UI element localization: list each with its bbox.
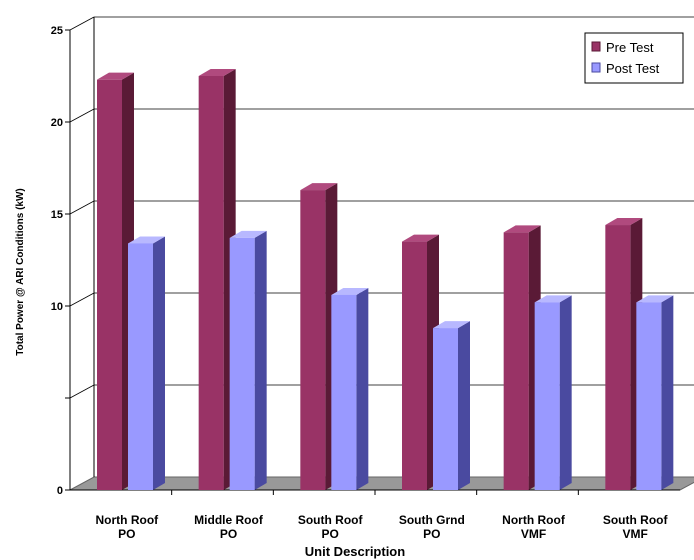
x-tick-label: North Roof — [502, 513, 566, 527]
bar-post-test — [433, 328, 458, 490]
chart-gridlines — [69, 16, 694, 399]
bar-post-test-side — [661, 295, 674, 490]
chart-bars — [97, 69, 674, 491]
y-axis-title: Total Power @ ARI Conditions (kW) — [15, 188, 26, 356]
x-tick-label: PO — [118, 527, 135, 541]
bar-post-test — [331, 294, 357, 490]
bar-pre-test-top — [198, 69, 236, 76]
gridline-side — [69, 384, 95, 399]
legend-box — [584, 32, 684, 84]
x-tick-label: VMF — [622, 527, 647, 541]
bar-pre-test — [97, 79, 122, 491]
x-tick-label: South Roof — [298, 513, 364, 527]
y-tick-label: 0 — [57, 485, 63, 497]
legend-label-pre-test: Pre Test — [606, 40, 654, 55]
bar-pre-test-top — [605, 218, 643, 226]
y-tick-label: 25 — [51, 25, 63, 37]
bar-pre-test — [402, 241, 427, 490]
bar-post-test-top — [636, 295, 674, 303]
bar-post-test-side — [458, 321, 470, 490]
bar-pre-test — [605, 225, 631, 491]
gridline-side — [69, 200, 95, 215]
bar-post-test — [128, 243, 153, 490]
bar-post-test-top — [229, 230, 267, 238]
bar-pre-test-top — [97, 72, 134, 80]
bar-post-test-top — [433, 321, 470, 329]
legend-swatch-pre-test — [591, 41, 601, 52]
y-tick-labels: 0 10 15 20 25 — [51, 25, 63, 497]
bar-pre-test-top — [300, 183, 338, 191]
bar-post-test-top — [331, 287, 369, 295]
bar-pre-test — [198, 76, 224, 490]
y-tick-label: 20 — [51, 117, 63, 129]
x-tick-label: South Roof — [603, 513, 669, 527]
legend: Pre Test Post Test — [584, 32, 684, 84]
bar-post-test — [636, 302, 662, 490]
gridline-side — [69, 16, 95, 31]
bar-post-test — [229, 237, 255, 490]
x-tick-label: Middle Roof — [194, 513, 264, 527]
x-axis-title: Unit Description — [305, 544, 405, 559]
x-tick-label: PO — [423, 527, 440, 541]
gridline-side — [69, 108, 95, 123]
bar-pre-test — [503, 232, 529, 490]
x-tick-label: South Grnd — [399, 513, 465, 527]
bar-post-test-side — [153, 236, 165, 490]
x-tick-label: North Roof — [96, 513, 160, 527]
y-tick-label: 10 — [51, 301, 63, 313]
chart-axes — [65, 17, 680, 495]
legend-label-post-test: Post Test — [606, 61, 660, 76]
legend-swatch-post-test — [591, 62, 601, 73]
bar-post-test-side — [356, 287, 369, 490]
x-tick-label: PO — [321, 527, 338, 541]
bar-pre-test — [300, 190, 326, 490]
bar-post-test — [534, 302, 560, 490]
x-tick-label: PO — [220, 527, 237, 541]
gridline-side — [69, 292, 95, 307]
bar-pre-test-top — [503, 225, 541, 233]
y-tick-label: 15 — [51, 209, 63, 221]
bar-pre-test-top — [402, 234, 439, 242]
bar-post-test-side — [254, 230, 267, 491]
x-tick-label: VMF — [521, 527, 546, 541]
bar-post-test-top — [128, 236, 165, 244]
bar-post-test-top — [534, 295, 572, 303]
bar-post-test-side — [559, 295, 572, 490]
